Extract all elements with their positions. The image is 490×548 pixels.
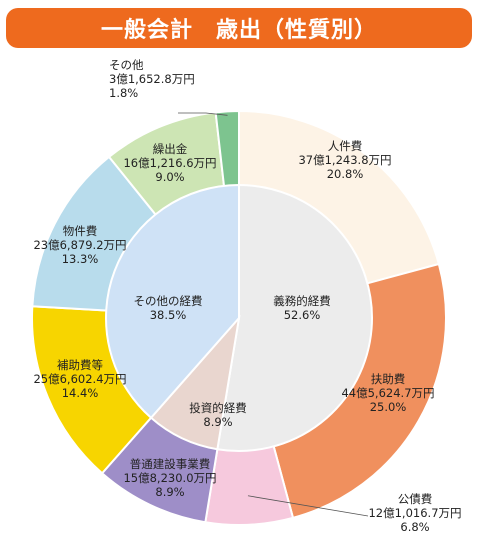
leader-line-sonota [178, 112, 228, 116]
leader-line-kosaihi [247, 495, 369, 517]
outer-label-4-line-2: 14.4% [62, 386, 99, 400]
outer-label-2-line-1: 12億1,016.7万円 [368, 506, 461, 520]
outer-label-5-line-2: 13.3% [62, 252, 99, 266]
outer-label-4: 補助費等 25億6,602.4万円 14.4% [33, 358, 126, 400]
outer-label-0: 人件費 37億1,243.8万円 20.8% [298, 139, 391, 181]
inner-label-2-line-0: その他の経費 [134, 294, 203, 308]
outer-label-6-line-2: 9.0% [155, 170, 184, 184]
title-banner: 一般会計 歳出（性質別） [6, 8, 472, 48]
outer-label-3-line-2: 8.9% [155, 485, 184, 499]
outer-label-4-line-0: 補助費等 [57, 358, 103, 372]
inner-slice-0 [216, 183, 373, 452]
outer-label-6: 繰出金 16億1,216.6万円 9.0% [123, 142, 216, 184]
outer-label-7-line-1: 3億1,652.8万円 [109, 72, 195, 86]
inner-label-0: 義務的経費 52.6% [273, 294, 331, 322]
outer-label-5-line-1: 23億6,879.2万円 [33, 238, 126, 252]
outer-label-5: 物件費 23億6,879.2万円 13.3% [33, 224, 126, 266]
outer-label-6-line-0: 繰出金 [153, 142, 188, 156]
outer-label-5-line-0: 物件費 [63, 224, 98, 238]
outer-label-1: 扶助費 44億5,624.7万円 25.0% [341, 372, 434, 414]
leader-lines [178, 112, 369, 517]
outer-label-0-line-2: 20.8% [327, 167, 364, 181]
outer-label-1-line-1: 44億5,624.7万円 [341, 386, 434, 400]
outer-label-7: その他 3億1,652.8万円 1.8% [109, 58, 195, 100]
outer-label-7-line-2: 1.8% [109, 86, 138, 100]
outer-label-2: 公債費 12億1,016.7万円 6.8% [368, 492, 461, 534]
outer-label-0-line-0: 人件費 [328, 139, 363, 153]
outer-label-1-line-0: 扶助費 [371, 372, 406, 386]
outer-label-3-line-1: 15億8,230.0万円 [123, 471, 216, 485]
inner-label-1-line-0: 投資的経費 [189, 401, 247, 415]
inner-label-2-line-1: 38.5% [150, 308, 187, 322]
outer-label-3: 普通建設事業費 15億8,230.0万円 8.9% [123, 457, 216, 499]
inner-label-1-line-1: 8.9% [203, 415, 232, 429]
outer-label-1-line-2: 25.0% [370, 400, 407, 414]
outer-label-3-line-0: 普通建設事業費 [130, 457, 211, 471]
chart-title: 一般会計 歳出（性質別） [100, 18, 377, 43]
outer-label-2-line-0: 公債費 [398, 492, 433, 506]
outer-label-7-line-0: その他 [109, 58, 144, 72]
slice-labels: 人件費 37億1,243.8万円 20.8% 扶助費 44億5,624.7万円 25.0%… [33, 58, 461, 534]
outer-label-2-line-2: 6.8% [400, 520, 429, 534]
inner-label-2: その他の経費 38.5% [134, 294, 203, 322]
outer-label-0-line-1: 37億1,243.8万円 [298, 153, 391, 167]
inner-slice-2 [105, 183, 240, 420]
inner-label-0-line-1: 52.6% [284, 308, 321, 322]
inner-label-0-line-0: 義務的経費 [273, 294, 331, 308]
inner-pie [105, 183, 373, 452]
outer-label-4-line-1: 25億6,602.4万円 [33, 372, 126, 386]
inner-label-1: 投資的経費 8.9% [189, 401, 247, 429]
outer-label-6-line-1: 16億1,216.6万円 [123, 156, 216, 170]
